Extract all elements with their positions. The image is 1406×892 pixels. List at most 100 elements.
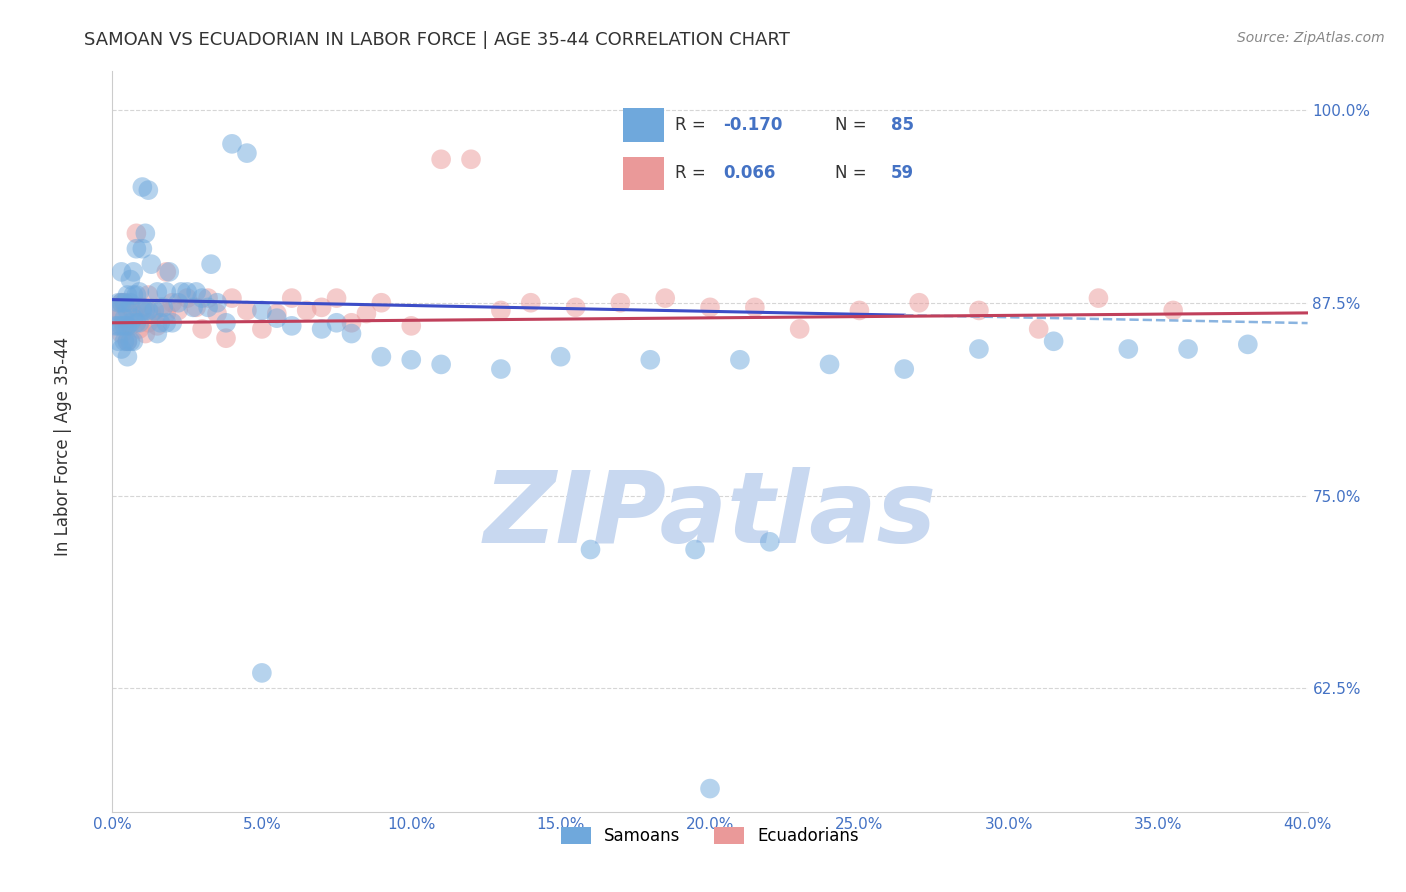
Point bbox=[125, 316, 148, 330]
Point bbox=[181, 301, 204, 315]
Point bbox=[759, 534, 782, 549]
Point bbox=[122, 288, 145, 302]
Point bbox=[430, 358, 453, 372]
Point bbox=[609, 295, 631, 310]
Point bbox=[266, 311, 288, 326]
Point bbox=[1237, 337, 1260, 351]
Point bbox=[143, 303, 166, 318]
Point bbox=[728, 352, 751, 367]
Point bbox=[122, 265, 145, 279]
Point bbox=[250, 665, 273, 680]
Point bbox=[236, 303, 259, 318]
Point bbox=[110, 326, 132, 341]
Point bbox=[138, 288, 160, 302]
Point bbox=[122, 306, 145, 320]
Point bbox=[155, 316, 177, 330]
Point bbox=[131, 242, 153, 256]
Point bbox=[110, 295, 132, 310]
Point bbox=[114, 295, 135, 310]
Point bbox=[744, 301, 766, 315]
Point bbox=[250, 322, 273, 336]
Point bbox=[191, 291, 214, 305]
Text: R =: R = bbox=[675, 164, 711, 182]
Legend: Samoans, Ecuadorians: Samoans, Ecuadorians bbox=[554, 820, 866, 852]
Text: 0.066: 0.066 bbox=[723, 164, 776, 182]
Point bbox=[176, 285, 198, 299]
Point bbox=[564, 301, 586, 315]
Point bbox=[117, 350, 139, 364]
Point bbox=[128, 322, 150, 336]
Point bbox=[460, 153, 482, 167]
Point bbox=[356, 306, 378, 320]
Point bbox=[117, 334, 139, 349]
Point bbox=[236, 146, 259, 161]
Point bbox=[215, 316, 238, 330]
Point bbox=[110, 318, 132, 333]
Point bbox=[250, 303, 273, 318]
Point bbox=[104, 303, 127, 318]
Point bbox=[149, 301, 172, 315]
Point bbox=[117, 303, 139, 318]
Point bbox=[146, 326, 169, 341]
Point bbox=[104, 318, 127, 333]
Point bbox=[205, 295, 228, 310]
Point bbox=[107, 318, 129, 333]
Point bbox=[134, 303, 156, 318]
Point bbox=[311, 301, 333, 315]
Point bbox=[120, 318, 142, 333]
Point bbox=[128, 285, 150, 299]
Point bbox=[131, 301, 153, 315]
Point bbox=[1042, 334, 1064, 349]
Point bbox=[155, 306, 177, 320]
Point bbox=[281, 291, 304, 305]
Point bbox=[550, 350, 572, 364]
Point bbox=[191, 322, 214, 336]
Point bbox=[157, 265, 180, 279]
Point bbox=[1177, 342, 1199, 356]
Point bbox=[370, 295, 392, 310]
Point bbox=[221, 291, 243, 305]
Point bbox=[120, 334, 142, 349]
Point bbox=[266, 306, 288, 320]
Point bbox=[699, 781, 721, 796]
Point bbox=[370, 350, 392, 364]
Point bbox=[401, 352, 423, 367]
Text: Source: ZipAtlas.com: Source: ZipAtlas.com bbox=[1237, 31, 1385, 45]
Point bbox=[281, 318, 304, 333]
Point bbox=[176, 291, 198, 305]
Point bbox=[1118, 342, 1140, 356]
Point bbox=[114, 311, 135, 326]
Point bbox=[120, 316, 142, 330]
Point bbox=[155, 285, 177, 299]
Point bbox=[162, 316, 183, 330]
Point bbox=[967, 342, 990, 356]
Point bbox=[221, 136, 243, 151]
Text: R =: R = bbox=[675, 116, 711, 134]
Point bbox=[200, 257, 222, 271]
Text: SAMOAN VS ECUADORIAN IN LABOR FORCE | AGE 35-44 CORRELATION CHART: SAMOAN VS ECUADORIAN IN LABOR FORCE | AG… bbox=[84, 31, 790, 49]
Point bbox=[107, 334, 129, 349]
Point bbox=[117, 318, 139, 333]
Point bbox=[120, 301, 142, 315]
Point bbox=[110, 342, 132, 356]
Point bbox=[125, 227, 148, 241]
Point bbox=[107, 295, 129, 310]
Point bbox=[149, 316, 172, 330]
Point bbox=[325, 316, 347, 330]
Point bbox=[162, 295, 183, 310]
Point bbox=[640, 352, 662, 367]
Point bbox=[789, 322, 811, 336]
Point bbox=[170, 285, 193, 299]
FancyBboxPatch shape bbox=[623, 109, 664, 142]
Point bbox=[579, 542, 602, 557]
Point bbox=[155, 265, 177, 279]
Point bbox=[138, 316, 160, 330]
Point bbox=[683, 542, 706, 557]
Point bbox=[401, 318, 423, 333]
Point bbox=[125, 242, 148, 256]
Point bbox=[122, 334, 145, 349]
Point bbox=[197, 291, 219, 305]
Point bbox=[818, 358, 841, 372]
Point bbox=[1161, 303, 1184, 318]
Point bbox=[848, 303, 870, 318]
